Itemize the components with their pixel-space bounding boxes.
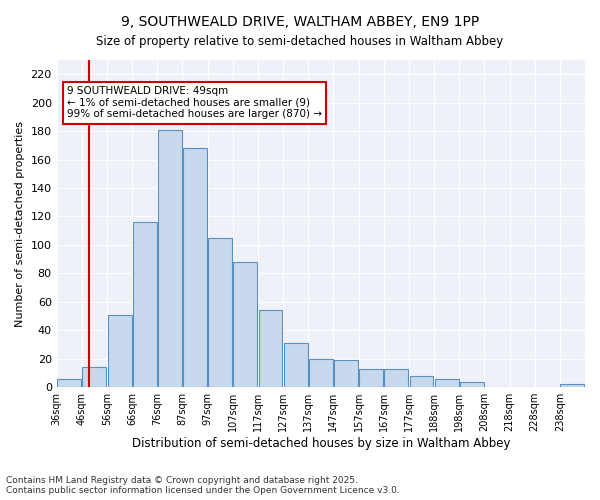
- Bar: [385, 368, 408, 387]
- Bar: [410, 376, 433, 387]
- Bar: [233, 262, 257, 387]
- Y-axis label: Number of semi-detached properties: Number of semi-detached properties: [15, 120, 25, 326]
- Bar: [259, 310, 283, 387]
- Bar: [57, 378, 81, 387]
- Bar: [560, 384, 584, 387]
- Bar: [183, 148, 207, 387]
- Bar: [334, 360, 358, 387]
- Bar: [309, 359, 333, 387]
- X-axis label: Distribution of semi-detached houses by size in Waltham Abbey: Distribution of semi-detached houses by …: [131, 437, 510, 450]
- Bar: [359, 368, 383, 387]
- Bar: [107, 314, 131, 387]
- Text: Size of property relative to semi-detached houses in Waltham Abbey: Size of property relative to semi-detach…: [97, 35, 503, 48]
- Bar: [434, 378, 458, 387]
- Bar: [133, 222, 157, 387]
- Bar: [284, 343, 308, 387]
- Bar: [82, 368, 106, 387]
- Bar: [158, 130, 182, 387]
- Bar: [460, 382, 484, 387]
- Text: 9, SOUTHWEALD DRIVE, WALTHAM ABBEY, EN9 1PP: 9, SOUTHWEALD DRIVE, WALTHAM ABBEY, EN9 …: [121, 15, 479, 29]
- Text: Contains HM Land Registry data © Crown copyright and database right 2025.
Contai: Contains HM Land Registry data © Crown c…: [6, 476, 400, 495]
- Text: 9 SOUTHWEALD DRIVE: 49sqm
← 1% of semi-detached houses are smaller (9)
99% of se: 9 SOUTHWEALD DRIVE: 49sqm ← 1% of semi-d…: [67, 86, 322, 120]
- Bar: [208, 238, 232, 387]
